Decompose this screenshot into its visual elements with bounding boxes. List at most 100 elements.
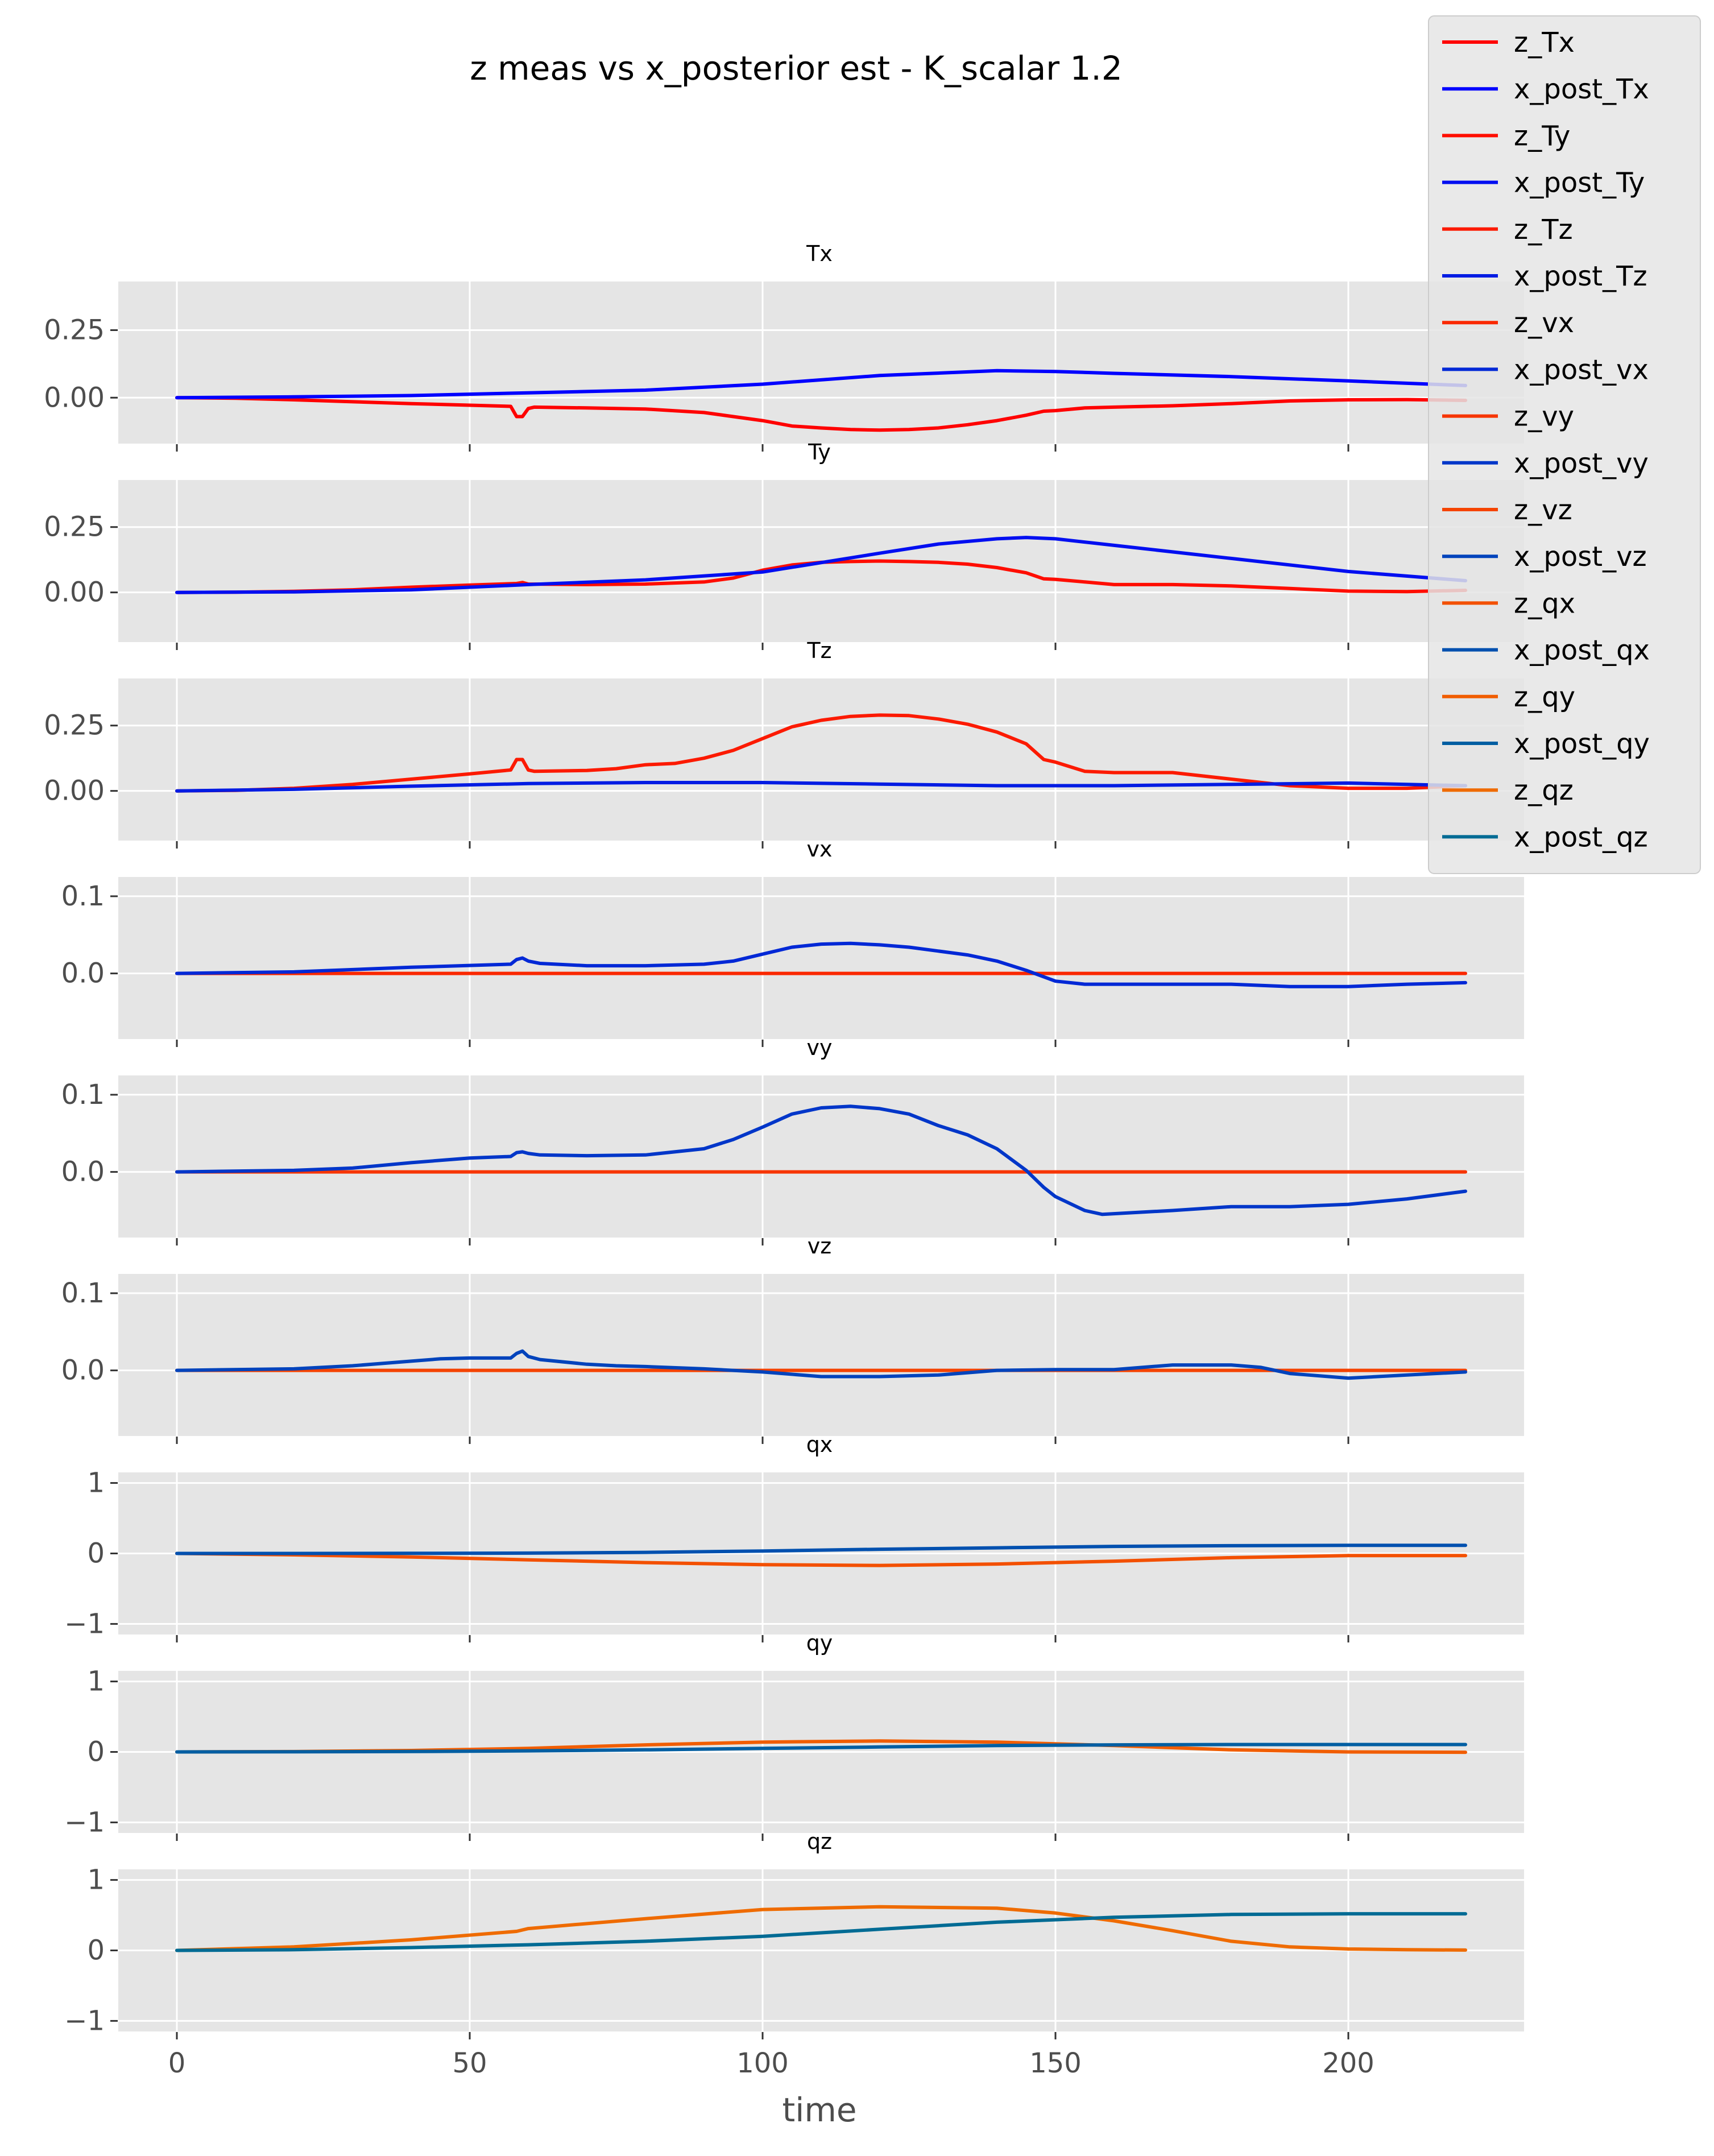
legend-label: x_post_qy [1514, 728, 1650, 760]
legend-entry-x_post_qx: x_post_qx [1442, 635, 1650, 667]
legend-label: x_post_qx [1514, 635, 1650, 667]
legend-entry-x_post_qy: x_post_qy [1442, 728, 1650, 760]
x-tick-label: 200 [1322, 2047, 1374, 2079]
subplot-Tz: 0.00 0.25 Tz [44, 638, 1524, 849]
y-tick-label: 0.00 [44, 577, 105, 609]
legend-entry-z_vy: z_vy [1442, 401, 1574, 433]
series-line-x_post_vy [175, 1104, 1467, 1216]
series-line-x_post_Tz [175, 781, 1467, 793]
y-tick-label: 0 [87, 1935, 105, 1967]
series-line-x_post_qz [175, 1912, 1467, 1952]
legend-label: z_qy [1514, 681, 1575, 713]
y-tick-label: 1 [87, 1666, 105, 1698]
x-tick-label: 150 [1029, 2047, 1082, 2079]
legend-entry-x_post_Tz: x_post_Tz [1442, 260, 1647, 292]
y-tick-label: 0 [87, 1736, 105, 1768]
legend-entry-x_post_Ty: x_post_Ty [1442, 167, 1645, 199]
subplot-vx: 0.0 0.1 vx [61, 837, 1524, 1047]
y-tick-label: −1 [64, 1806, 105, 1838]
legend-entry-z_Tx: z_Tx [1442, 27, 1575, 59]
subplot-title: qz [807, 1829, 832, 1854]
subplot-Ty: 0.00 0.25 Ty [44, 440, 1524, 650]
legend-label: z_qx [1514, 587, 1575, 619]
y-tick-label: 0.25 [44, 710, 105, 742]
legend-label: x_post_Ty [1514, 167, 1645, 199]
subplot-qx: −1 0 1 qx [64, 1432, 1524, 1642]
legend-label: x_post_vy [1514, 448, 1649, 479]
y-tick-label: 0.25 [44, 314, 105, 346]
subplot-Tx: 0.00 0.25 Tx [44, 241, 1524, 452]
legend: z_Tx x_post_Tx z_Ty x_post_Ty z_Tz x_post_Tzz… [1428, 15, 1701, 874]
subplots: 0.000.25Tx0.000.25Ty0.000.25Tz0.00.1vx0.… [44, 241, 1524, 2079]
plot-area [118, 678, 1524, 841]
legend-label: x_post_Tx [1514, 73, 1649, 105]
y-tick-label: −1 [64, 2005, 105, 2037]
y-tick-label: 0.1 [61, 880, 105, 912]
plot-area [118, 877, 1524, 1039]
legend-label: x_post_Tz [1514, 260, 1647, 292]
subplot-title: Tx [806, 241, 833, 266]
legend-label: z_Ty [1514, 120, 1570, 152]
legend-entry-x_post_vx: x_post_vx [1442, 354, 1649, 386]
subplot-vz: 0.0 0.1 vz [61, 1234, 1524, 1444]
y-tick-label: 0.00 [44, 775, 105, 807]
legend-label: z_Tx [1514, 27, 1575, 59]
subplot-title: vz [808, 1234, 831, 1259]
y-tick-label: 1 [87, 1864, 105, 1896]
legend-label: z_vx [1514, 307, 1574, 339]
series-line-z_qz [175, 1905, 1467, 1952]
legend-entry-z_qx: z_qx [1442, 587, 1575, 619]
x-tick-label: 50 [452, 2047, 487, 2079]
legend-entry-z_qy: z_qy [1442, 681, 1575, 713]
legend-entry-z_vx: z_vx [1442, 307, 1574, 339]
y-tick-label: −1 [64, 1608, 105, 1640]
subplot-title: vy [807, 1035, 833, 1060]
subplot-qz: −1 0 1 qz 0 50 100 150 200 [64, 1829, 1524, 2079]
legend-entry-x_post_Tx: x_post_Tx [1442, 73, 1649, 105]
y-tick-label: 0.0 [61, 958, 105, 990]
x-axis-label: time [782, 2091, 856, 2129]
legend-entry-x_post_qz: x_post_qz [1442, 821, 1648, 853]
y-tick-label: 0.0 [61, 1156, 105, 1188]
subplot-vy: 0.0 0.1 vy [61, 1035, 1524, 1245]
subplot-title: vx [807, 837, 833, 862]
legend-entry-x_post_vy: x_post_vy [1442, 448, 1649, 479]
y-tick-label: 0.25 [44, 511, 105, 543]
series-line-x_post_qx [175, 1543, 1467, 1555]
subplot-title: qx [806, 1432, 833, 1457]
plot-area [118, 282, 1524, 444]
figure-title: z meas vs x_posterior est - K_scalar 1.2 [470, 49, 1123, 88]
legend-label: x_post_vx [1514, 354, 1649, 386]
y-tick-label: 0.1 [61, 1277, 105, 1309]
y-tick-label: 0 [87, 1538, 105, 1570]
plot-area [118, 1075, 1524, 1238]
legend-label: z_Tz [1514, 214, 1573, 246]
legend-entry-x_post_vz: x_post_vz [1442, 541, 1647, 573]
subplot-title: Tz [806, 638, 831, 663]
series-line-z_Ty [175, 559, 1467, 594]
legend-entry-z_Ty: z_Ty [1442, 120, 1570, 152]
series-line-x_post_vz [175, 1349, 1467, 1380]
series-line-z_Tx [175, 396, 1467, 432]
series-line-z_qx [175, 1551, 1467, 1567]
legend-label: x_post_vz [1514, 541, 1647, 573]
legend-label: z_qz [1514, 775, 1574, 806]
legend-entry-z_qz: z_qz [1442, 775, 1574, 806]
y-tick-label: 0.00 [44, 382, 105, 413]
subplot-title: qy [806, 1631, 833, 1656]
legend-entry-z_Tz: z_Tz [1442, 214, 1573, 246]
legend-entry-z_vz: z_vz [1442, 494, 1572, 526]
y-tick-label: 1 [87, 1467, 105, 1499]
x-tick-label: 100 [736, 2047, 789, 2079]
series-line-x_post_Tx [175, 369, 1467, 400]
y-tick-label: 0.1 [61, 1079, 105, 1111]
y-tick-label: 0.0 [61, 1355, 105, 1387]
legend-label: z_vy [1514, 401, 1574, 433]
legend-label: x_post_qz [1514, 821, 1648, 853]
x-tick-label: 0 [168, 2047, 186, 2079]
series-line-x_post_qy [175, 1743, 1467, 1754]
legend-label: z_vz [1514, 494, 1572, 526]
series-line-x_post_vx [175, 941, 1467, 988]
subplot-title: Ty [808, 440, 831, 465]
